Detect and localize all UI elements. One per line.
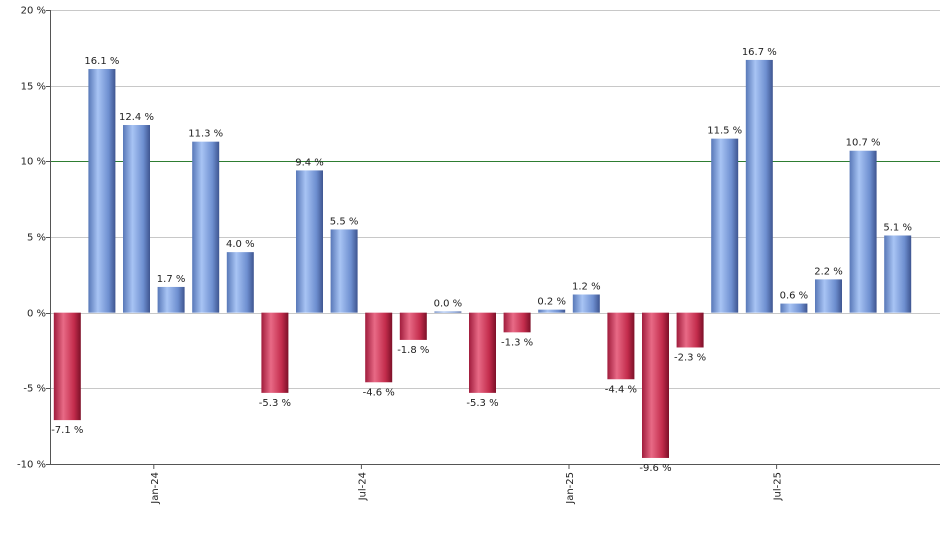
- data-label: 10.7 %: [846, 138, 881, 149]
- bar: [745, 59, 773, 313]
- bar: [711, 138, 739, 313]
- y-tick-label: -10 %: [17, 460, 46, 471]
- bars: [53, 59, 912, 458]
- data-label: 0.6 %: [780, 291, 809, 302]
- bar: [849, 150, 877, 313]
- data-label: -1.3 %: [501, 337, 533, 348]
- x-tick-label: Jul-24: [357, 472, 368, 501]
- data-label: 1.7 %: [157, 274, 186, 285]
- data-label: -4.6 %: [363, 387, 395, 398]
- data-label: 9.4 %: [295, 157, 324, 168]
- data-label: 0.0 %: [434, 298, 463, 309]
- bar: [676, 312, 704, 348]
- axes: 20 % 15 % 10 % 5 % 0 % -5 % -10 % Jan-24 Jul-24 J…: [17, 6, 940, 505]
- data-label: -5.3 %: [259, 398, 291, 409]
- bar: [365, 312, 393, 383]
- data-labels: -7.1 % 16.1 % 12.4 % 1.7 % 11.3 % 4.0 % -5.3 %…: [51, 47, 912, 474]
- bar: [642, 312, 669, 458]
- x-tick-label: Jul-25: [773, 472, 784, 501]
- bar: [330, 229, 358, 313]
- data-label: 16.7 %: [742, 47, 777, 58]
- bar: [572, 294, 600, 313]
- data-label: 5.5 %: [330, 216, 359, 227]
- data-label: 5.1 %: [883, 222, 912, 233]
- bar: [780, 303, 808, 313]
- data-label: 12.4 %: [119, 112, 154, 123]
- data-label: 2.2 %: [814, 266, 843, 277]
- bar: [607, 312, 635, 380]
- data-label: 11.5 %: [707, 126, 742, 137]
- y-tick-label: 5 %: [27, 233, 46, 244]
- x-tick-label: Jan-25: [565, 472, 576, 505]
- bar: [399, 312, 427, 340]
- data-label: -5.3 %: [466, 398, 498, 409]
- bar: [815, 279, 842, 313]
- data-label: 11.3 %: [188, 129, 223, 140]
- bar: [53, 312, 81, 421]
- data-label: -4.4 %: [605, 384, 637, 395]
- bar: [469, 312, 496, 393]
- y-tick-label: 20 %: [21, 6, 46, 17]
- data-label: -2.3 %: [674, 352, 706, 363]
- bar: [88, 69, 116, 313]
- bar: [503, 312, 531, 333]
- bar: [192, 141, 220, 313]
- bar: [261, 312, 289, 393]
- bar: [296, 170, 323, 313]
- y-tick-label: 10 %: [21, 157, 46, 168]
- bar: [884, 235, 912, 313]
- data-label: 0.2 %: [537, 297, 566, 308]
- data-label: -7.1 %: [51, 425, 83, 436]
- x-tick-label: Jan-24: [150, 472, 161, 505]
- bar: [226, 252, 254, 313]
- data-label: 4.0 %: [226, 239, 255, 250]
- bar: [538, 309, 566, 313]
- bar: [434, 311, 462, 313]
- data-label: 16.1 %: [84, 56, 119, 67]
- data-label: -1.8 %: [397, 345, 429, 356]
- y-tick-label: 15 %: [21, 82, 46, 93]
- data-label: -9.6 %: [639, 463, 671, 474]
- y-tick-label: -5 %: [23, 384, 46, 395]
- grid-lines: [50, 10, 940, 465]
- y-tick-label: 0 %: [27, 309, 46, 320]
- bar: [123, 125, 150, 313]
- bar: [157, 286, 185, 313]
- data-label: 1.2 %: [572, 282, 601, 293]
